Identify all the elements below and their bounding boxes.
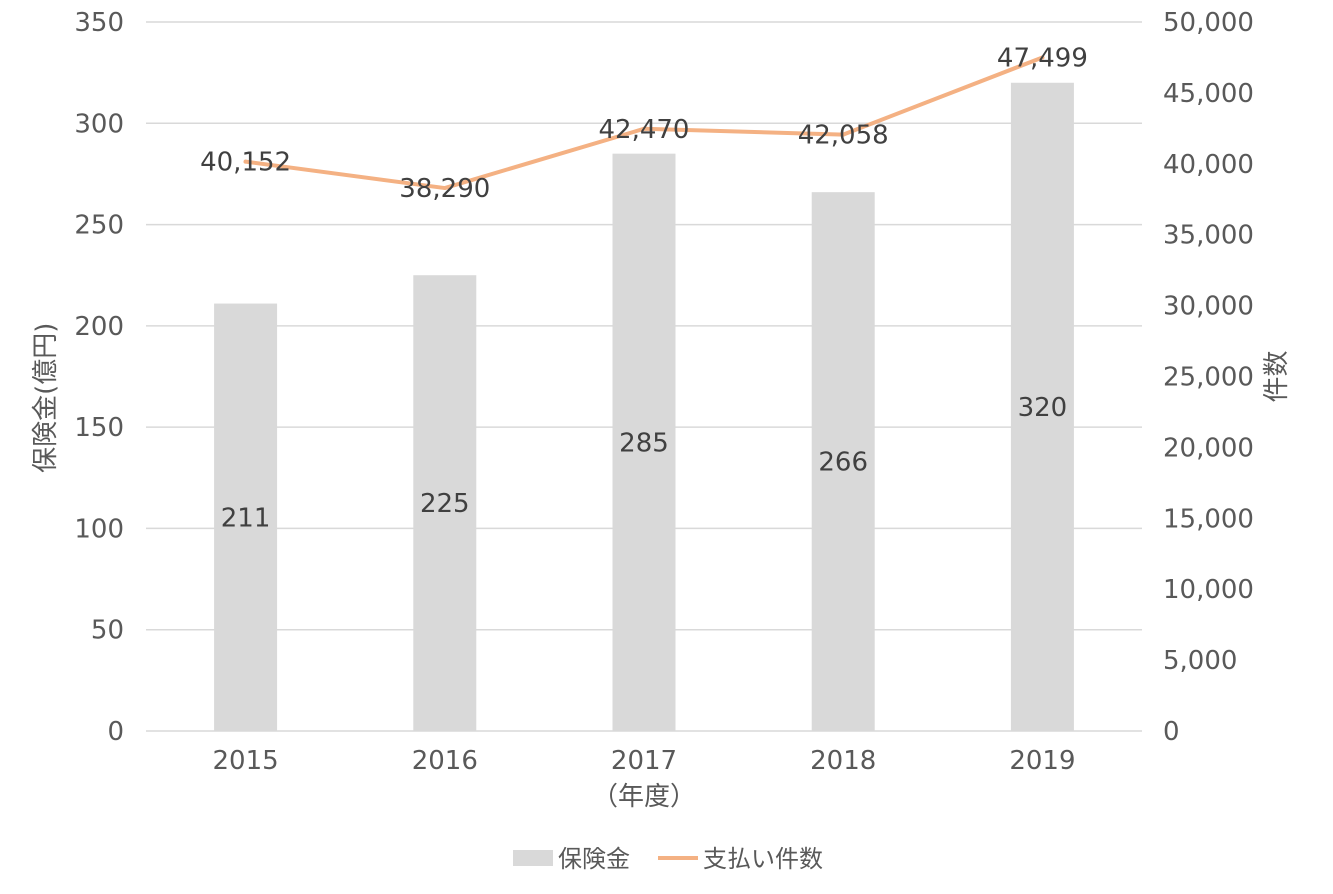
y-left-tick-label: 150 (74, 413, 124, 443)
legend-label-line: 支払い件数 (703, 845, 823, 873)
bar-data-label: 225 (420, 489, 470, 519)
x-tick-label: 2016 (412, 746, 478, 776)
y-right-tick-label: 35,000 (1163, 221, 1254, 251)
bar (214, 303, 278, 731)
x-tick-label: 2019 (1009, 746, 1075, 776)
line-data-label: 42,470 (599, 115, 690, 145)
line-point (841, 132, 846, 137)
line-series (243, 55, 1045, 191)
line-point (243, 159, 248, 164)
line-point (1040, 55, 1045, 60)
bar-data-label: 285 (619, 428, 669, 458)
data-labels: 211 225 285 266 320 40,152 38,290 42,470 42,058 4… (200, 43, 1088, 533)
y-left-tick-label: 100 (74, 514, 124, 544)
bar-data-label: 211 (221, 503, 271, 533)
bar (612, 153, 676, 731)
bar (413, 275, 477, 731)
y-right-tick-label: 30,000 (1163, 292, 1254, 322)
bar (811, 192, 875, 731)
y-right-tick-label: 40,000 (1163, 150, 1254, 180)
y-left-tick-label: 0 (107, 717, 124, 747)
y-left-tick-label: 250 (74, 211, 124, 241)
y-left-tick-label: 50 (91, 616, 124, 646)
bar (1010, 82, 1074, 732)
x-tick-label: 2017 (611, 746, 677, 776)
line-point (642, 126, 646, 131)
y-right-tick-label: 45,000 (1163, 79, 1254, 109)
y-left-tick-label: 350 (74, 8, 124, 38)
y-right-tick-label: 0 (1163, 717, 1180, 747)
legend-label-bar: 保険金 (558, 845, 630, 873)
line-data-label: 38,290 (399, 174, 490, 204)
line-point (442, 186, 447, 191)
y-right-tick-label: 25,000 (1163, 363, 1254, 393)
y-right-tick-label: 50,000 (1163, 8, 1254, 38)
x-axis-title: （年度） (592, 782, 696, 812)
line-data-label: 47,499 (997, 43, 1088, 73)
y-right-tick-label: 5,000 (1163, 646, 1237, 676)
x-tick-label: 2015 (213, 746, 279, 776)
y-right-axis-title: 件数 (1262, 350, 1292, 402)
line-data-label: 42,058 (798, 121, 889, 151)
y-left-axis-title: 保険金(億円) (31, 323, 61, 473)
y-right-tick-label: 15,000 (1163, 504, 1254, 534)
bar-data-label: 320 (1018, 393, 1068, 423)
bar-series (214, 82, 1074, 732)
bar-data-label: 266 (818, 448, 868, 478)
y-right-tick-label: 10,000 (1163, 575, 1254, 605)
legend-swatch-bar (513, 850, 553, 866)
y-right-tick-label: 20,000 (1163, 433, 1254, 463)
axes: 0 50 100 150 200 250 300 350 0 5,000 10,000 15,000 2… (31, 8, 1292, 812)
legend: 保険金 支払い件数 (513, 845, 823, 873)
y-left-tick-label: 300 (74, 109, 124, 139)
y-left-tick-label: 200 (74, 312, 124, 342)
x-tick-label: 2018 (810, 746, 876, 776)
line-data-label: 40,152 (200, 148, 291, 178)
